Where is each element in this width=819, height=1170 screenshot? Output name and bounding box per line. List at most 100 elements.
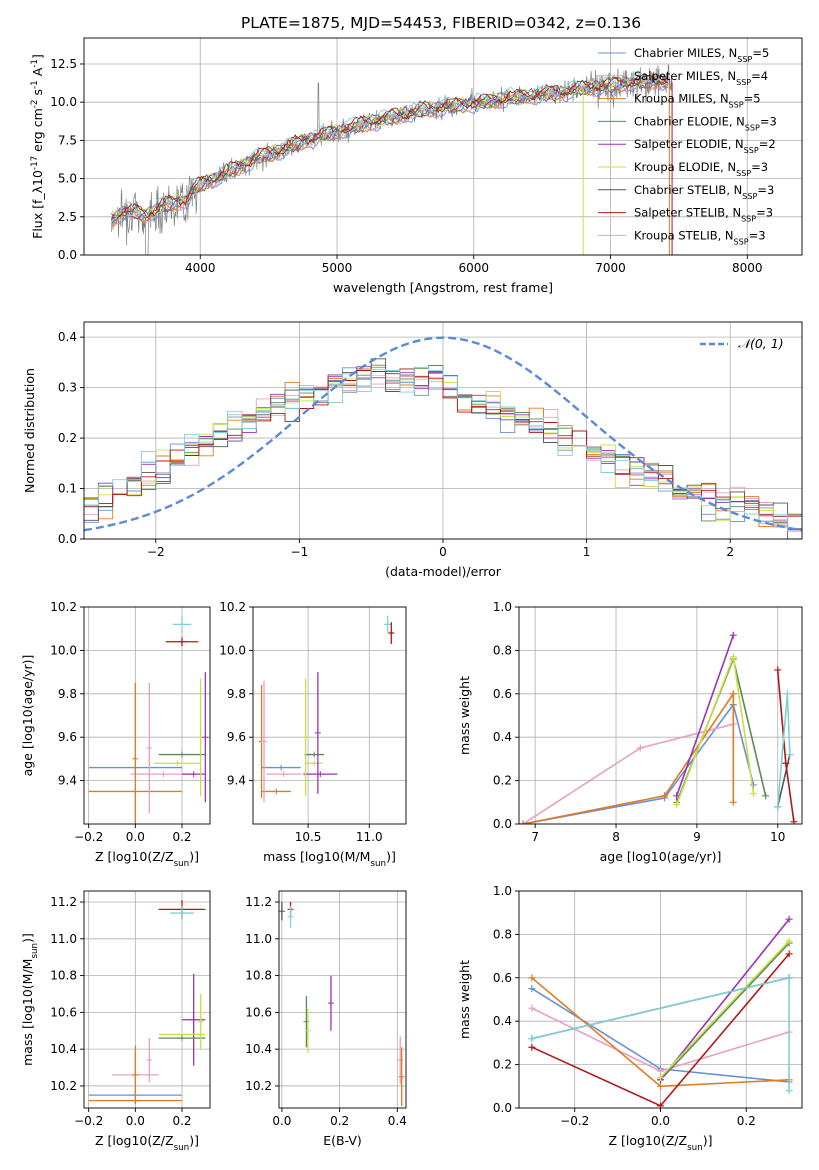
data-point	[519, 820, 527, 824]
data-point	[179, 621, 185, 628]
data-point	[179, 1035, 185, 1042]
y-tick-label: 0.8	[493, 643, 512, 657]
x-tick-label: 0.2	[172, 1114, 191, 1128]
y-tick-label: 10.0	[219, 643, 246, 657]
data-point	[729, 653, 737, 661]
legend-entry: Kroupa STELIB, NSSP=3	[634, 228, 766, 246]
data-point	[302, 734, 309, 741]
data-point	[528, 1043, 536, 1051]
y-tick-label: 0.4	[493, 730, 512, 744]
model-spectrum-chabrier_miles	[111, 78, 668, 225]
data-point	[749, 790, 757, 798]
y-tick-label: 10.2	[50, 1079, 77, 1093]
y-tick-label: 10.4	[245, 1042, 272, 1056]
data-point	[397, 1057, 404, 1064]
x-tick-label: 8	[612, 830, 620, 844]
data-point	[146, 745, 153, 752]
x-tick-label: −1	[291, 545, 309, 559]
data-point	[785, 937, 793, 945]
data-point	[197, 1018, 204, 1025]
y-tick-label: 11.2	[50, 895, 77, 909]
x-tick-label: 8000	[732, 261, 763, 275]
histogram-salpeter_stelib	[84, 368, 802, 517]
data-point	[673, 792, 681, 800]
data-point	[190, 1016, 197, 1023]
data-point	[785, 915, 793, 923]
y-axis-label: mass [log10(M/Msun)]	[20, 933, 40, 1066]
x-tick-label: 4000	[185, 261, 216, 275]
data-point	[179, 638, 185, 645]
data-point	[311, 751, 318, 758]
data-point	[179, 910, 185, 917]
y-tick-label: 1.0	[493, 884, 512, 898]
data-point	[304, 1027, 311, 1034]
axes-frame	[518, 606, 803, 825]
plot-spectrum	[110, 64, 673, 255]
x-axis-label: wavelength [Angstrom, rest frame]	[333, 280, 553, 295]
data-point	[132, 1071, 139, 1078]
plot-mass_vs_ebv	[279, 902, 405, 1107]
x-tick-label: −0.2	[560, 1114, 589, 1128]
data-point	[146, 1057, 153, 1064]
normal-distribution-curve	[84, 336, 802, 532]
x-tick-label: 6000	[458, 261, 489, 275]
figure-title: PLATE=1875, MJD=54453, FIBERID=0342, z=0…	[241, 14, 641, 32]
y-tick-label: 0.2	[493, 1058, 512, 1072]
x-axis-label: mass [log10(M/Msun)]	[263, 849, 396, 869]
y-tick-label: 10.2	[219, 600, 246, 614]
x-tick-label: 0.2	[737, 1114, 756, 1128]
model-spectrum-salpeter_miles	[111, 78, 669, 228]
x-tick-label: −2	[147, 545, 165, 559]
plot-age_vs_mass	[258, 615, 395, 803]
y-tick-label: 10.6	[50, 1005, 77, 1019]
data-point	[311, 760, 318, 767]
model-spectrum-kroupa_miles	[111, 76, 668, 227]
data-point	[190, 771, 197, 778]
x-tick-label: 0.0	[126, 1114, 145, 1128]
x-tick-label: 5000	[322, 261, 353, 275]
legend-entry: Salpeter STELIB, NSSP=3	[634, 206, 773, 224]
y-axis-label: Normed distribution	[22, 368, 37, 493]
weight-line-salpeter_elodie	[675, 634, 735, 797]
plot-weight_vs_Z	[528, 915, 793, 1108]
y-tick-label: 5.0	[58, 172, 77, 186]
data-point	[287, 913, 294, 920]
data-point	[786, 751, 794, 759]
y-tick-label: 0.0	[58, 248, 77, 262]
y-tick-label: 10.6	[245, 1005, 272, 1019]
axes-frame	[83, 890, 211, 1109]
data-point	[749, 781, 757, 789]
data-point	[673, 800, 681, 808]
legend-entry: Salpeter ELODIE, NSSP=2	[634, 137, 776, 155]
data-point	[661, 792, 669, 800]
y-tick-label: 7.5	[58, 133, 77, 147]
data-point	[774, 803, 782, 811]
x-tick-label: 11.0	[356, 830, 383, 844]
data-point	[762, 792, 770, 800]
x-axis-label: Z [log10(Z/Zsun)]	[608, 1133, 712, 1153]
axes-frame	[252, 606, 407, 825]
y-tick-label: 12.5	[50, 57, 77, 71]
data-point	[729, 690, 737, 698]
y-tick-label: 9.6	[227, 730, 246, 744]
data-point	[398, 1073, 405, 1080]
x-tick-label: 10	[770, 830, 785, 844]
data-point	[280, 771, 287, 778]
weight-line-kroupa_elodie	[659, 940, 790, 1079]
plot-age_vs_Z	[88, 615, 209, 824]
axes-frame	[278, 890, 407, 1109]
legend-entry: Kroupa MILES, NSSP=5	[634, 92, 761, 110]
x-tick-label: −0.2	[74, 830, 103, 844]
y-tick-label: 11.0	[50, 932, 77, 946]
data-point	[636, 744, 644, 752]
data-point	[202, 734, 209, 741]
x-tick-label: −0.2	[74, 1114, 103, 1128]
model-spectrum-salpeter_stelib	[111, 72, 669, 221]
data-point	[774, 666, 782, 674]
weight-line-kroupa_stelib	[776, 693, 791, 807]
y-tick-label: 1.0	[493, 600, 512, 614]
x-tick-label: 0.0	[272, 1114, 291, 1128]
data-point	[179, 751, 185, 758]
y-tick-label: 10.8	[50, 969, 77, 983]
data-point	[785, 974, 793, 982]
